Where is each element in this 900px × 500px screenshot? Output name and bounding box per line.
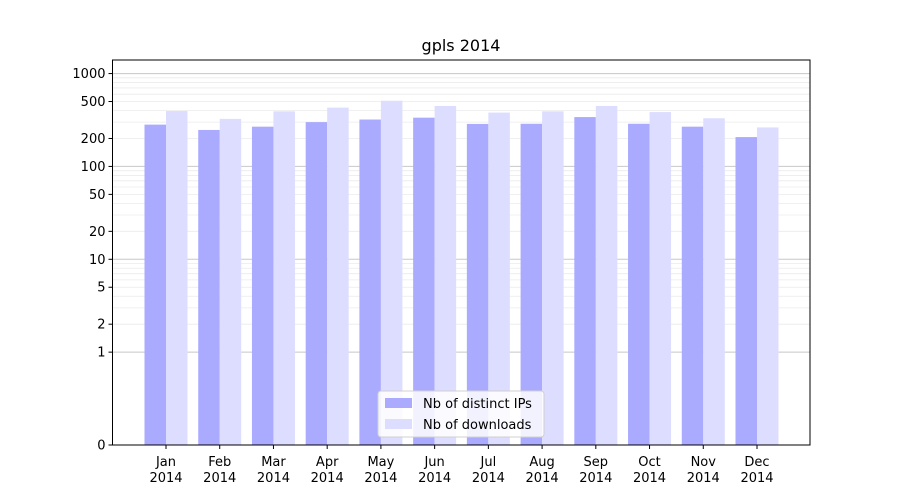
y-axis-ticks: 0 1 2 5 10 20 50 100 200 500 1000	[72, 67, 113, 454]
x-tick-label: Mar 2014	[257, 455, 290, 486]
y-tick-label: 50	[89, 188, 106, 203]
x-tick-label: May 2014	[364, 455, 397, 486]
y-tick-label: 100	[81, 160, 106, 175]
y-tick-label: 20	[89, 225, 106, 240]
x-tick-label: Sep 2014	[579, 455, 612, 486]
bar-downloads	[488, 112, 510, 446]
x-tick-label: Jan 2014	[149, 455, 182, 486]
bars-group	[144, 100, 779, 446]
bar-downloads	[649, 112, 672, 445]
bar-downloads	[595, 105, 618, 445]
x-tick-label: Aug 2014	[526, 455, 559, 486]
y-tick-label: 2	[97, 318, 105, 333]
bar-distinct-ips	[198, 129, 220, 445]
bar-downloads	[542, 111, 564, 446]
x-tick-label: Apr 2014	[311, 455, 344, 486]
y-tick-label: 1000	[72, 67, 105, 82]
x-tick-label: Jun 2014	[418, 455, 451, 486]
bar-distinct-ips	[520, 123, 543, 445]
chart-title: gpls 2014	[422, 36, 501, 55]
bar-downloads	[273, 111, 295, 446]
legend-box	[377, 390, 545, 438]
bar-distinct-ips	[251, 126, 274, 446]
bar-distinct-ips	[574, 117, 596, 445]
bar-distinct-ips	[466, 123, 489, 445]
plot-frame	[112, 59, 811, 446]
legend: Nb of distinct IPs Nb of downloads	[377, 390, 545, 438]
legend-swatch	[385, 419, 412, 429]
bar-distinct-ips	[628, 123, 650, 445]
bar-distinct-ips	[359, 119, 381, 445]
legend-label: Nb of downloads	[423, 418, 532, 433]
bar-downloads	[327, 107, 349, 445]
x-tick-label: Feb 2014	[203, 455, 236, 486]
bar-distinct-ips	[681, 126, 704, 446]
bar-distinct-ips	[305, 122, 328, 446]
bar-downloads	[380, 100, 403, 445]
legend-label: Nb of distinct IPs	[423, 397, 532, 412]
x-tick-label: Nov 2014	[687, 455, 720, 486]
y-tick-label: 0	[97, 439, 105, 454]
y-tick-label: 10	[89, 253, 106, 268]
y-tick-label: 5	[97, 281, 105, 296]
bar-distinct-ips	[735, 137, 757, 445]
bar-downloads	[434, 105, 457, 445]
bar-downloads	[757, 127, 779, 446]
x-tick-label: Dec 2014	[740, 455, 773, 486]
bar-downloads	[703, 118, 725, 446]
y-tick-label: 200	[81, 132, 106, 147]
legend-swatch	[385, 398, 412, 408]
x-tick-label: Jul 2014	[472, 455, 505, 486]
bar-distinct-ips	[144, 124, 166, 445]
bar-downloads	[166, 111, 188, 445]
x-axis-ticks: Jan 2014 Feb 2014 Mar 2014 Apr 2014 May 2014 Jun 20…	[149, 445, 774, 486]
x-tick-label: Oct 2014	[633, 455, 666, 486]
y-tick-label: 1	[97, 346, 105, 361]
bar-downloads	[219, 118, 242, 445]
bar-distinct-ips	[413, 117, 435, 446]
y-tick-label: 500	[81, 95, 106, 110]
